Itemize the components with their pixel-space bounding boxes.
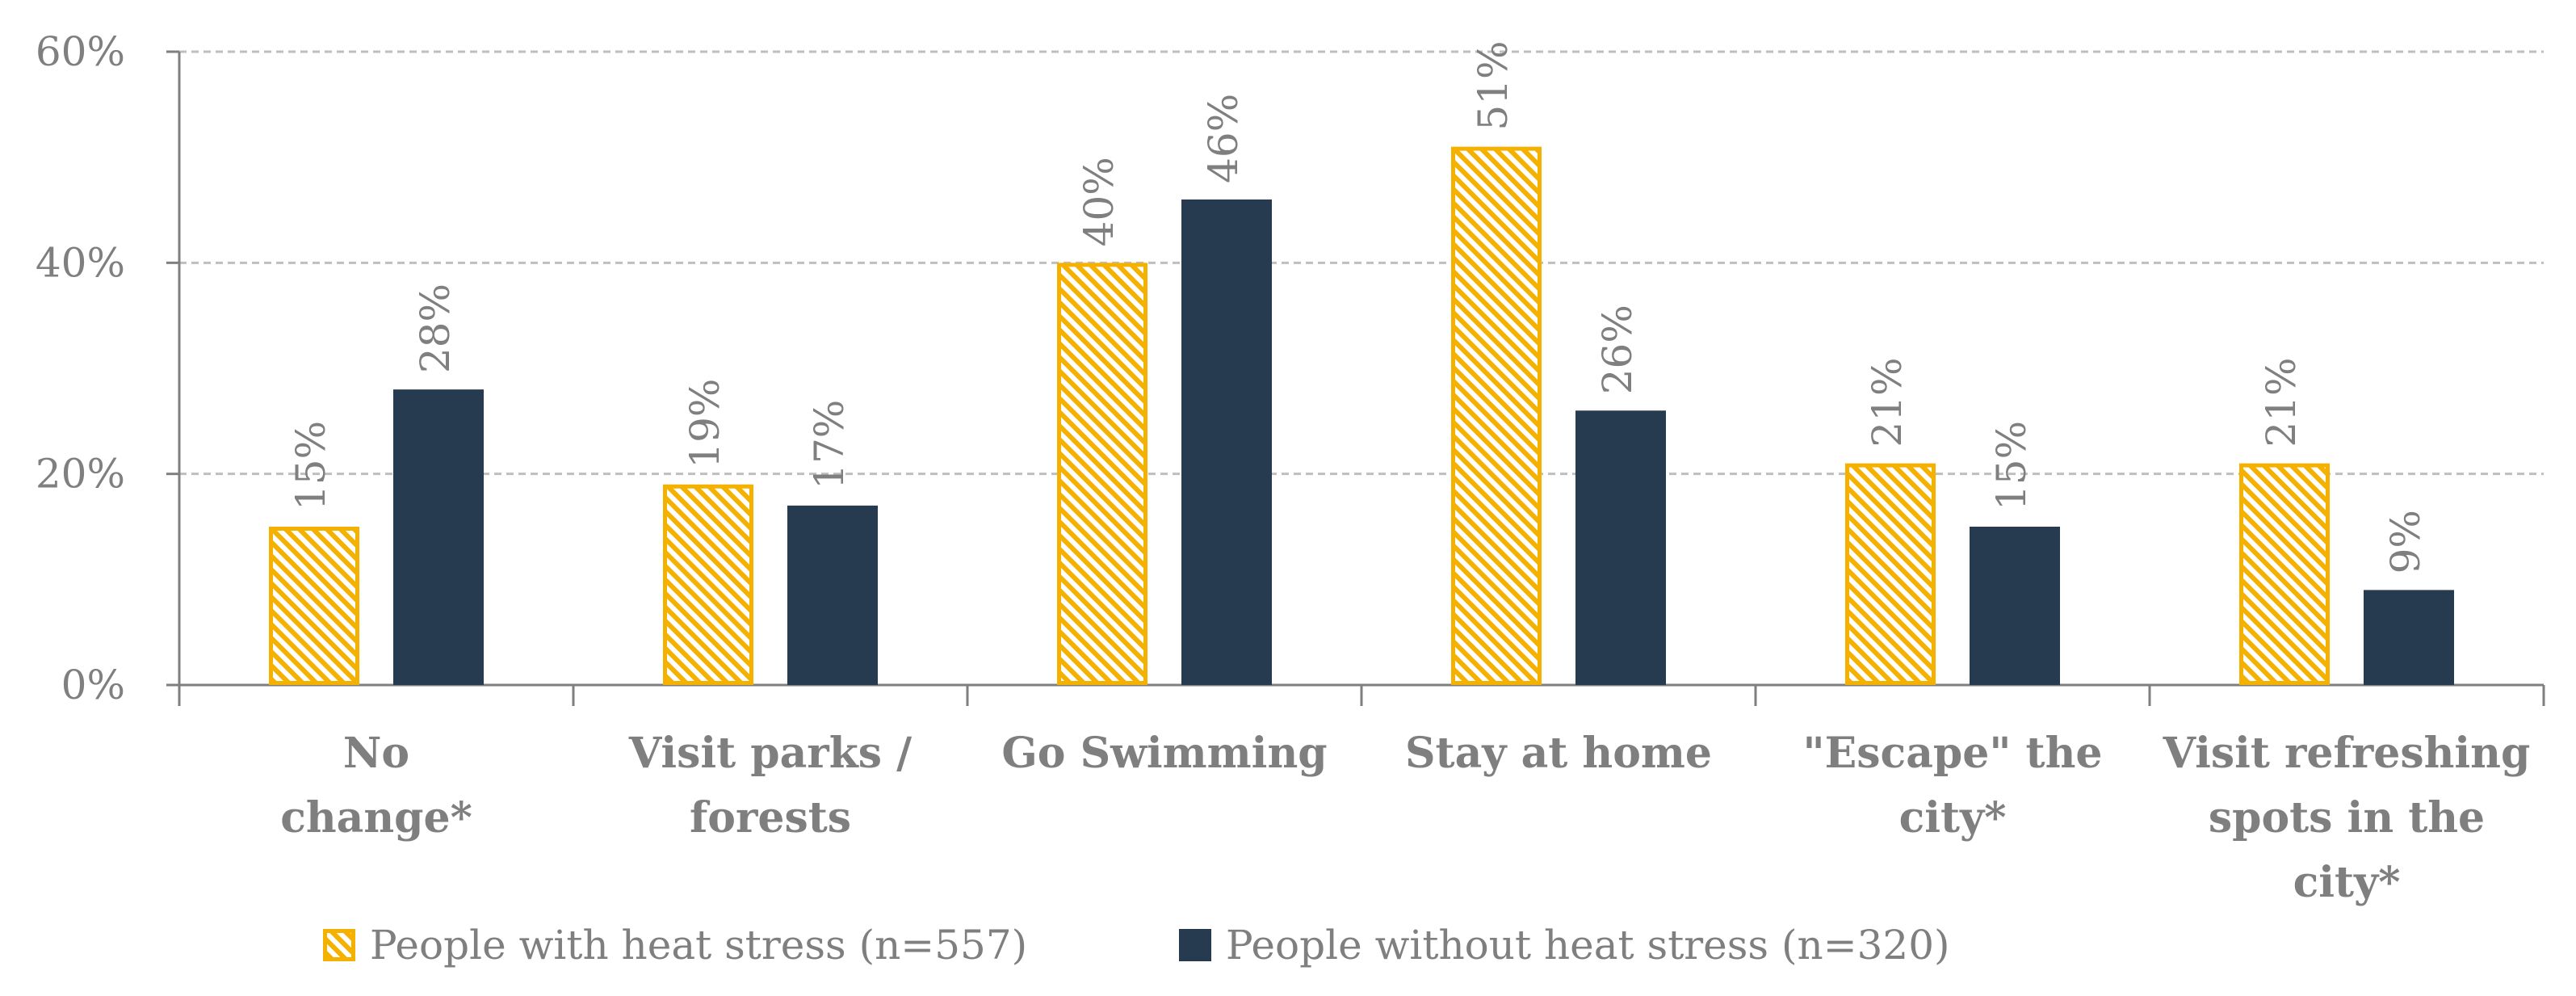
category-label: Go Swimming (1001, 729, 1327, 778)
bar-with-heat-stress (269, 527, 359, 685)
category-label: No (343, 729, 409, 778)
data-label: 21% (1864, 357, 1911, 447)
data-label: 28% (412, 284, 459, 373)
legend-swatch-without-heat-stress (1179, 929, 1211, 961)
y-tick-label: 60% (36, 28, 125, 75)
data-label: 51% (1470, 40, 1517, 130)
data-label: 40% (1076, 157, 1122, 246)
bar-with-heat-stress (663, 484, 753, 685)
data-label: 21% (2258, 357, 2305, 447)
axes: 0% 20% 40% 60% (36, 28, 2545, 708)
data-label: 19% (682, 379, 728, 469)
y-tick-label: 0% (61, 662, 125, 708)
legend-label-without-heat-stress: People without heat stress (n=320) (1226, 922, 1950, 969)
category-label: Visit refreshing (2163, 729, 2531, 778)
bar-without-heat-stress (2364, 590, 2454, 685)
bar-without-heat-stress (393, 389, 484, 685)
data-label: 15% (1988, 421, 2035, 511)
category-label: "Escape" the (1803, 729, 2103, 778)
category-label: city* (2293, 858, 2401, 907)
data-label: 17% (806, 400, 853, 490)
legend-label-with-heat-stress: People with heat stress (n=557) (370, 922, 1027, 969)
bar-without-heat-stress (1970, 527, 2060, 685)
bar-with-heat-stress (2239, 463, 2330, 685)
category-label: forests (690, 793, 851, 843)
bar-without-heat-stress (787, 505, 878, 685)
gridlines (179, 50, 2544, 476)
legend-swatch-with-heat-stress (323, 929, 355, 961)
y-tick-label: 20% (36, 451, 125, 498)
bar-with-heat-stress (1845, 463, 1936, 685)
data-label: 9% (2382, 510, 2429, 574)
legend: People with heat stress (n=557) People wi… (323, 922, 1950, 969)
bar-with-heat-stress (1057, 263, 1147, 686)
data-label: 26% (1594, 305, 1641, 394)
category-labels: No change* Visit parks / forests Go Swimming… (280, 729, 2530, 907)
category-label: spots in the (2209, 793, 2485, 843)
bar-with-heat-stress (1451, 146, 1542, 686)
data-label: 15% (287, 421, 334, 511)
bar-without-heat-stress (1181, 199, 1272, 685)
category-label: change* (280, 793, 472, 843)
category-label: Stay at home (1405, 729, 1712, 778)
y-tick-label: 40% (36, 239, 125, 286)
data-label: 46% (1200, 94, 1247, 183)
category-label: city* (1899, 793, 2007, 843)
bars (269, 146, 2454, 686)
data-labels: 15% 28% 19% 17% 40% 46% 51% 26% 21% 15% 21% 9% (287, 40, 2429, 574)
category-label: Visit parks / (628, 729, 912, 778)
bar-without-heat-stress (1575, 410, 1666, 685)
